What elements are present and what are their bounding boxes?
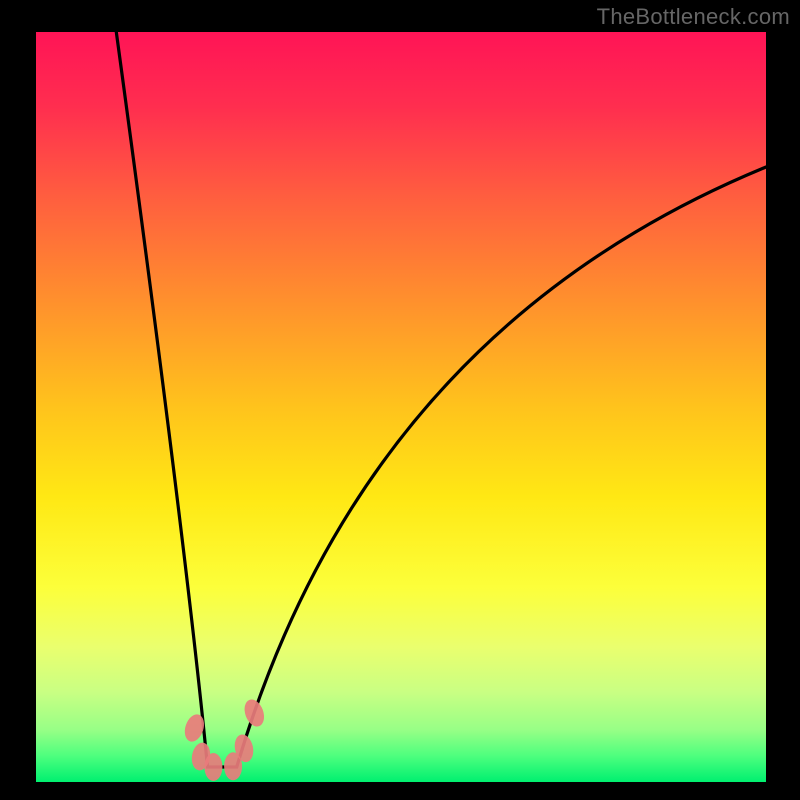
chart-container: TheBottleneck.com — [0, 0, 800, 800]
watermark-text: TheBottleneck.com — [597, 4, 790, 30]
bottleneck-chart — [0, 0, 800, 800]
highlight-marker — [204, 753, 222, 781]
gradient-background — [36, 32, 766, 782]
